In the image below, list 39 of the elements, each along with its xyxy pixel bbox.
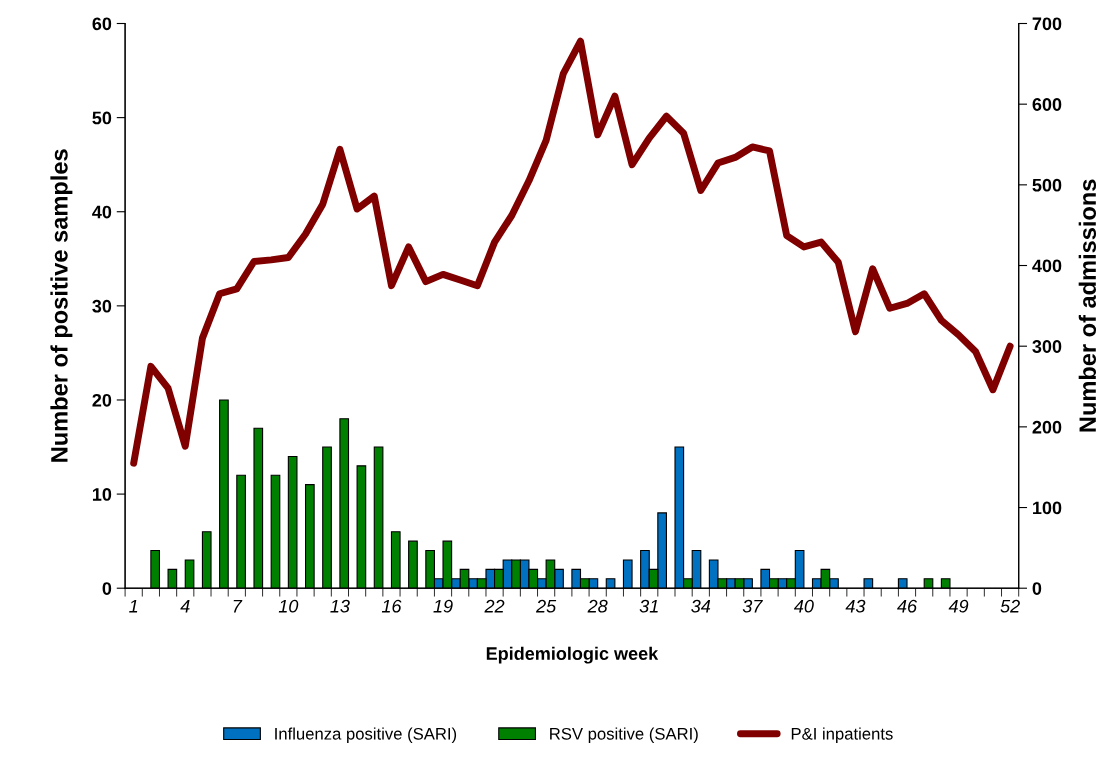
- x-tick-label: 40: [793, 599, 814, 613]
- y2-axis-title: Number of admissions: [1078, 179, 1097, 432]
- y2-tick-label: 0: [1032, 582, 1042, 595]
- y-tick-label: 10: [92, 488, 112, 501]
- y-tick-label: 0: [102, 582, 112, 595]
- x-tick-label: 37: [742, 599, 763, 613]
- y2-tick-label: 600: [1032, 98, 1062, 111]
- x-tick-label: 4: [180, 599, 190, 613]
- y2-tick-label: 500: [1032, 178, 1062, 192]
- legend-label: P&I inpatients: [791, 727, 893, 743]
- x-tick-label: 34: [691, 599, 711, 613]
- x-tick-label: 43: [845, 599, 866, 613]
- y-tick-label: 60: [92, 17, 112, 31]
- y2-tick-label: 400: [1032, 259, 1062, 273]
- y2-tick-label: 100: [1033, 501, 1062, 515]
- x-tick-label: 10: [278, 599, 299, 613]
- y-tick-label: 50: [92, 111, 112, 125]
- x-axis-title: Epidemiologic week: [486, 646, 659, 664]
- x-tick-label: 31: [639, 599, 658, 613]
- y-tick-label: 30: [92, 299, 112, 313]
- x-tick-label: 46: [897, 599, 918, 613]
- y2-tick-label: 200: [1032, 420, 1062, 434]
- y-tick-label: 40: [92, 205, 112, 219]
- legend-label: Influenza positive (SARI): [275, 727, 457, 743]
- x-tick-label: 28: [587, 599, 608, 613]
- y2-tick-label: 300: [1032, 340, 1062, 353]
- x-tick-label: 1: [129, 599, 138, 613]
- x-tick-label: 22: [484, 599, 505, 613]
- x-tick-label: 25: [535, 599, 557, 613]
- legend-label: RSV positive (SARI): [550, 727, 698, 743]
- x-tick-label: 7: [233, 599, 243, 613]
- x-tick-label: 19: [433, 599, 453, 613]
- x-tick-label: 16: [381, 599, 402, 613]
- x-tick-label: 13: [330, 599, 350, 613]
- x-tick-label: 52: [1000, 599, 1020, 613]
- y2-tick-label: 700: [1032, 17, 1062, 31]
- y-tick-label: 20: [92, 393, 112, 407]
- x-tick-label: 49: [948, 599, 969, 613]
- y-axis-title: Number of positive samples: [50, 149, 73, 462]
